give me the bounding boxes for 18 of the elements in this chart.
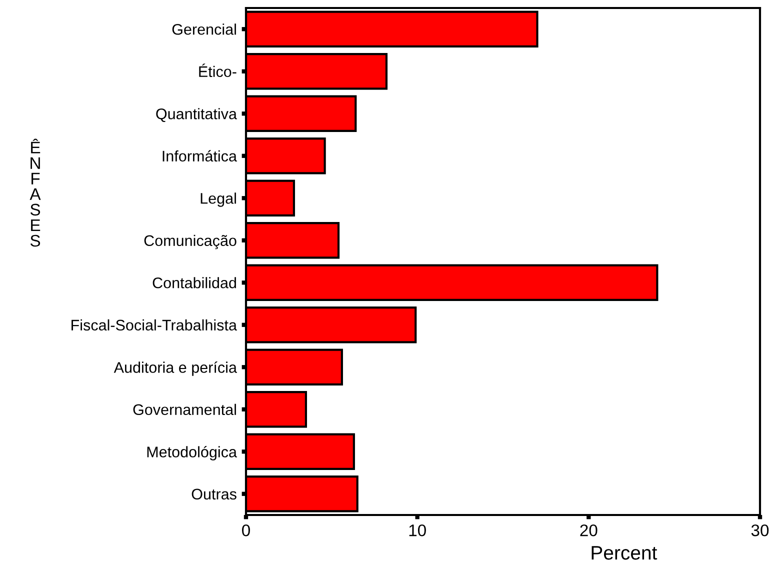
y-tick-label: Quantitativa [156, 108, 237, 122]
y-tick-label: Gerencial [172, 24, 236, 35]
x-axis-title: Percent [592, 546, 658, 560]
x-tick-label: 20 [580, 524, 598, 536]
x-tick-label: 0 [242, 524, 250, 536]
y-tick-label: Legal [200, 192, 236, 207]
y-tick-label: Comunicação [144, 234, 236, 250]
y-tick-label: Metodológica [147, 446, 237, 460]
y-tick-label: Governamental [133, 404, 236, 416]
y-axis-title: ÊNFASES [30, 138, 41, 247]
y-tick-label: Contabilidad [152, 277, 236, 288]
y-tick-label: Ético- [199, 64, 236, 78]
x-tick-label: 30 [751, 524, 769, 536]
x-tick-label: 10 [409, 524, 426, 536]
y-tick-label: Fiscal-Social-Trabalhista [72, 319, 237, 331]
y-tick-label: Informática [162, 150, 237, 162]
y-tick-label: Outras [192, 488, 236, 500]
y-tick-label: Auditoria e perícia [114, 362, 237, 376]
